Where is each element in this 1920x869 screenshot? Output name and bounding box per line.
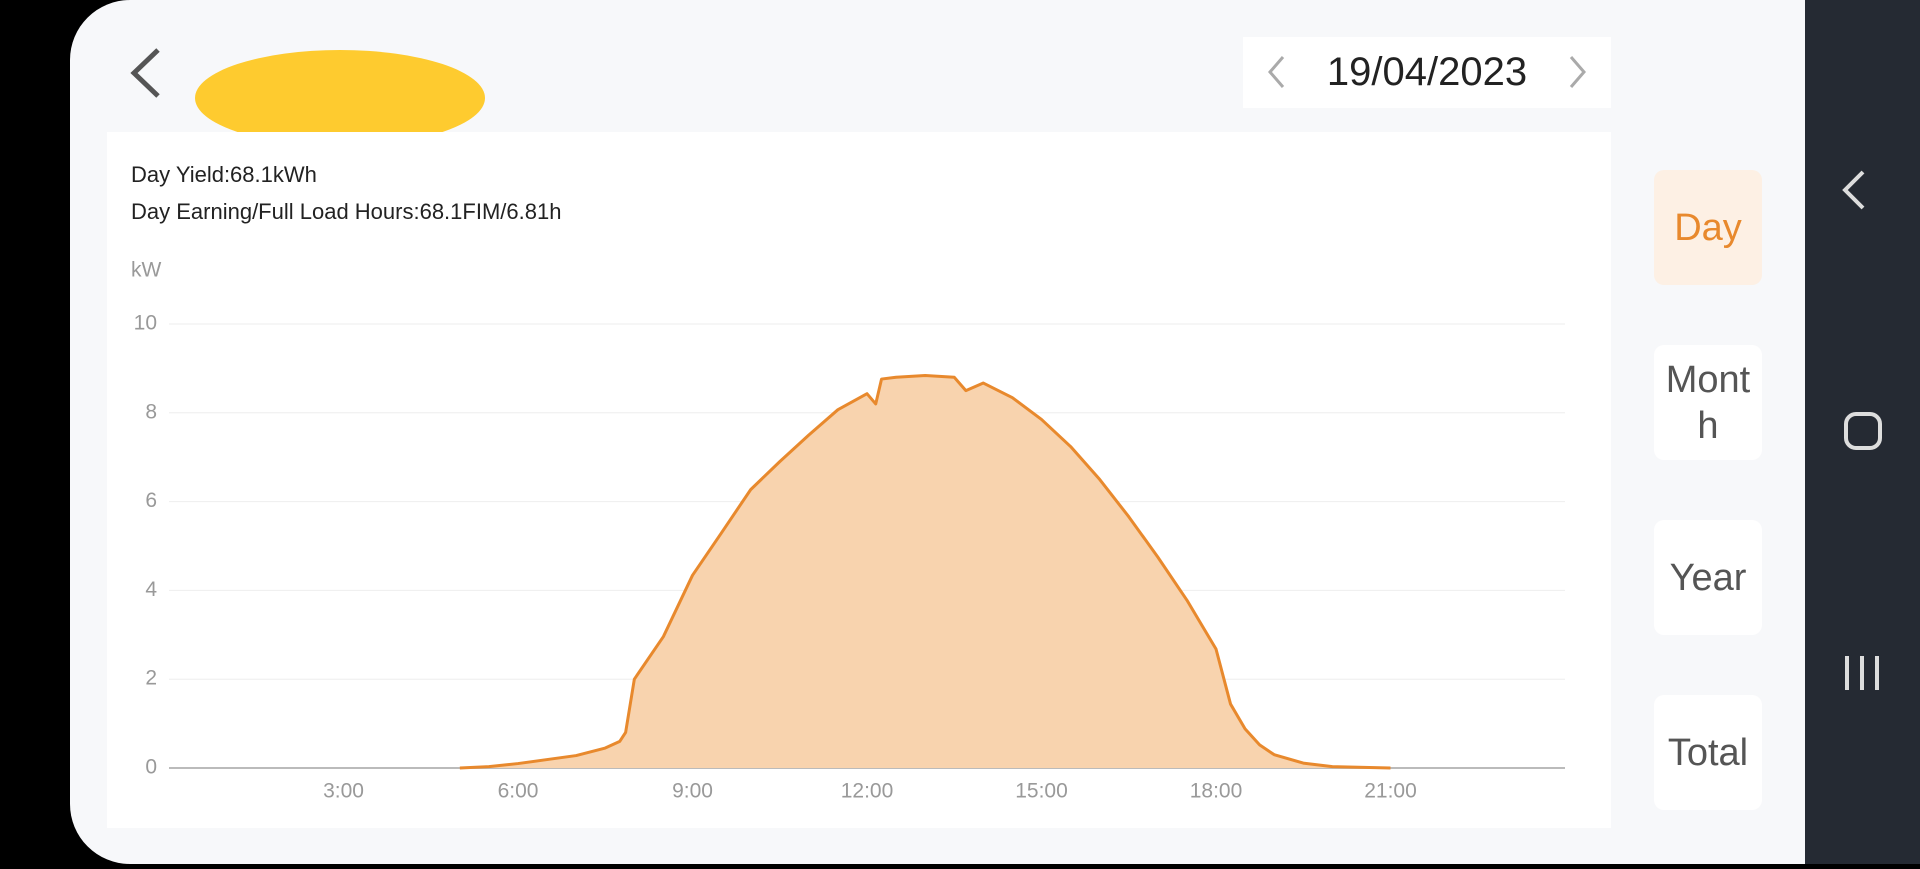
y-tick-label: 10 xyxy=(134,312,157,335)
tab-label: Total xyxy=(1667,731,1749,774)
y-tick-label: 6 xyxy=(145,489,157,512)
tab-day[interactable]: Day xyxy=(1654,170,1762,285)
y-tick-label: 8 xyxy=(145,400,157,423)
y-tick-label: 4 xyxy=(145,578,157,601)
nav-back[interactable] xyxy=(1842,170,1865,210)
back-button[interactable] xyxy=(130,48,160,98)
x-tick-label: 21:00 xyxy=(1364,780,1417,803)
day-earning: Day Earning/Full Load Hours:68.1FIM/6.81… xyxy=(131,199,562,224)
y-tick-label: 0 xyxy=(145,756,157,779)
day-yield: Day Yield:68.1kWh xyxy=(131,162,317,187)
date-picker: 19/04/2023 xyxy=(1243,37,1611,108)
y-tick-label: 2 xyxy=(145,667,157,690)
tab-total[interactable]: Total xyxy=(1654,695,1762,810)
x-tick-label: 3:00 xyxy=(323,780,364,803)
tab-label: Day xyxy=(1674,206,1742,249)
nav-home[interactable] xyxy=(1844,412,1882,450)
tab-label: Month xyxy=(1665,358,1751,447)
nav-recent[interactable] xyxy=(1845,656,1879,690)
x-tick-label: 9:00 xyxy=(672,780,713,803)
redacted-title xyxy=(195,50,485,146)
x-tick-label: 12:00 xyxy=(841,780,894,803)
nav-icons xyxy=(1842,170,1882,690)
area-line xyxy=(459,374,1391,770)
next-day[interactable] xyxy=(1569,56,1586,88)
x-tick-label: 6:00 xyxy=(498,780,539,803)
y-axis-unit: kW xyxy=(131,259,162,282)
x-tick-label: 18:00 xyxy=(1190,780,1243,803)
tab-label: Year xyxy=(1669,556,1747,599)
area-fill xyxy=(459,375,1391,768)
date-label: 19/04/2023 xyxy=(1326,50,1528,94)
prev-day[interactable] xyxy=(1268,56,1285,88)
tab-year[interactable]: Year xyxy=(1654,520,1762,635)
system-nav xyxy=(1805,0,1920,864)
x-tick-label: 15:00 xyxy=(1015,780,1068,803)
date-arrows xyxy=(1268,56,1586,88)
tab-month[interactable]: Month xyxy=(1654,345,1762,460)
